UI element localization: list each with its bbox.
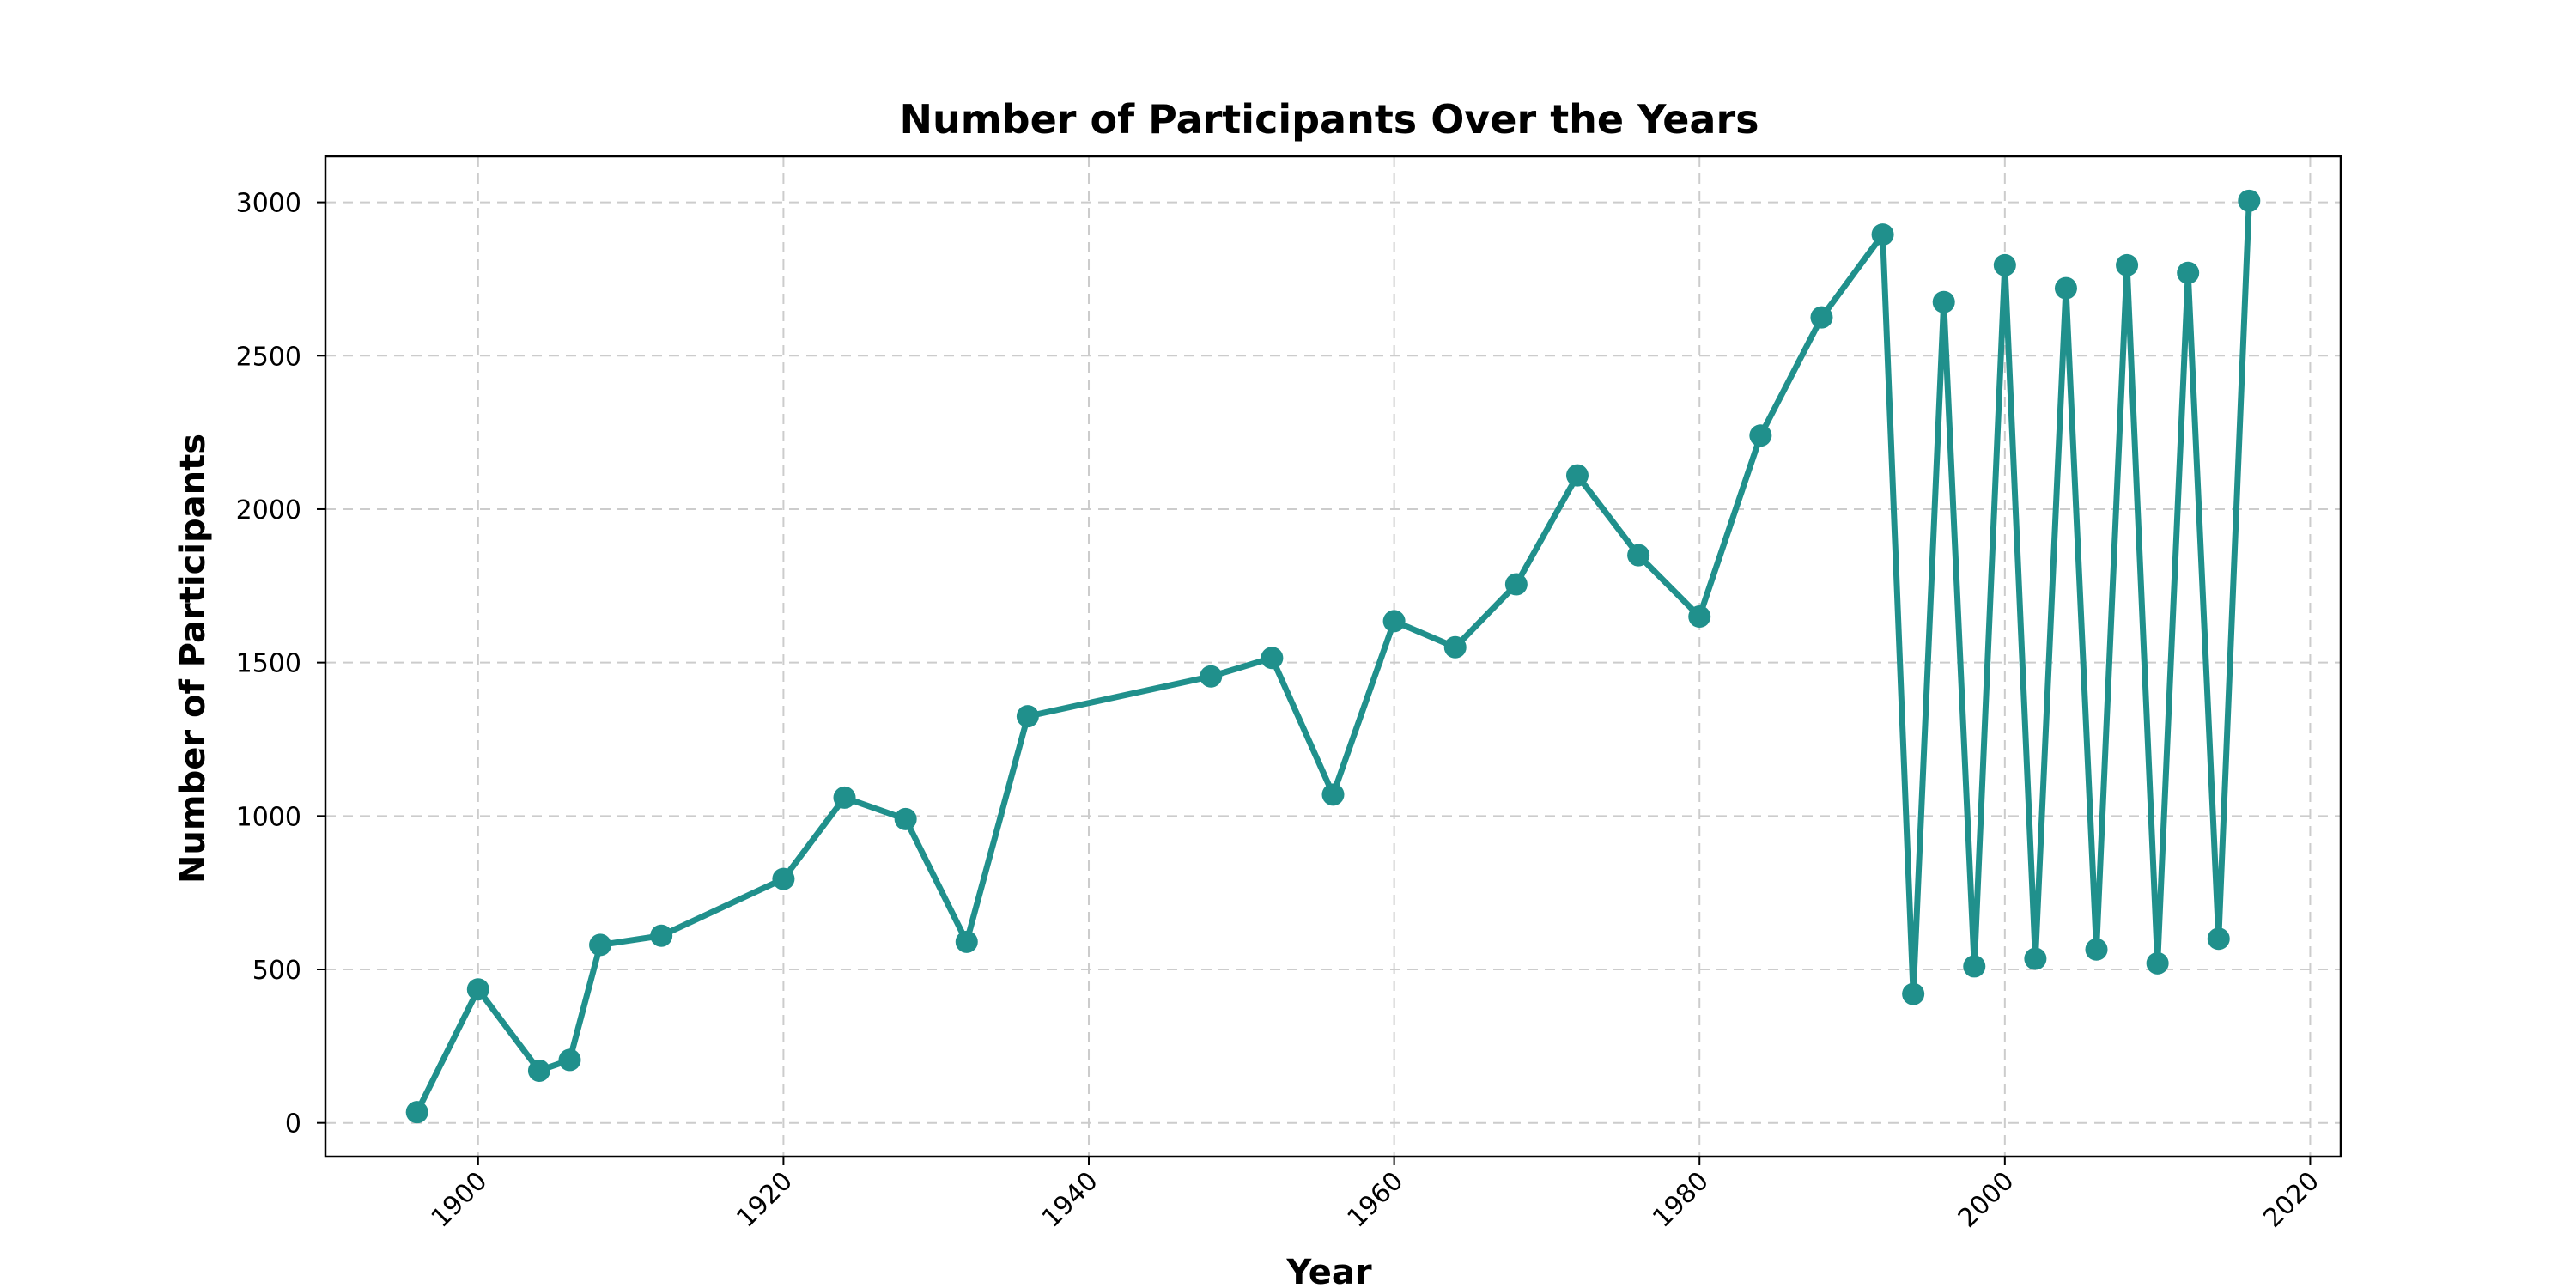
data-point: [1321, 783, 1345, 806]
data-point: [2146, 951, 2169, 975]
y-tick-label: 1000: [236, 802, 301, 832]
plot-frame: [324, 155, 2342, 1158]
data-point: [1565, 464, 1589, 487]
y-tick-label: 1500: [236, 649, 301, 679]
x-tick-label: 1980: [1647, 1166, 1715, 1234]
data-point: [558, 1048, 581, 1072]
data-point: [405, 1101, 428, 1124]
y-tick-label: 3000: [236, 189, 301, 219]
data-point: [2177, 261, 2200, 284]
data-point: [2207, 927, 2230, 951]
series-layer: [405, 189, 2261, 1124]
data-point: [1871, 223, 1894, 246]
data-point: [833, 786, 856, 809]
data-point: [1749, 424, 1772, 447]
data-point: [1902, 982, 1925, 1005]
data-point: [1443, 635, 1467, 659]
data-point: [1261, 647, 1284, 670]
data-point: [1504, 573, 1528, 596]
data-point: [1382, 610, 1406, 633]
data-point: [1993, 253, 2016, 276]
data-point: [1932, 290, 1955, 313]
x-tick-label: 1960: [1342, 1166, 1410, 1234]
chart-title: Number of Participants Over the Years: [899, 96, 1759, 143]
y-tick-label: 500: [252, 956, 301, 986]
data-point: [2085, 938, 2108, 961]
data-point: [650, 924, 673, 947]
data-point: [1200, 665, 1223, 688]
y-tick-label: 2500: [236, 342, 301, 372]
x-tick-label: 2000: [1953, 1166, 2020, 1234]
data-point: [772, 867, 795, 890]
data-point: [2054, 276, 2077, 300]
data-point: [1688, 605, 1711, 629]
data-point: [1627, 544, 1650, 567]
x-tick-label: 1920: [731, 1166, 799, 1234]
y-tick-label: 2000: [236, 495, 301, 526]
x-tick-label: 2020: [2257, 1166, 2325, 1234]
data-point: [589, 933, 612, 957]
y-axis-label: Number of Participants: [173, 434, 213, 884]
grid: [325, 156, 2341, 1157]
data-point: [2024, 947, 2047, 970]
x-tick-label: 1940: [1036, 1166, 1104, 1234]
data-point: [527, 1059, 550, 1082]
data-point: [1016, 705, 1039, 728]
data-point: [955, 930, 978, 953]
data-point: [466, 978, 489, 1001]
data-point: [1963, 955, 1986, 978]
y-tick-label: 0: [285, 1109, 301, 1139]
data-point: [2238, 189, 2261, 212]
data-point: [1810, 306, 1833, 329]
x-tick-label: 1900: [426, 1166, 494, 1234]
x-axis-label: Year: [1285, 1253, 1371, 1288]
data-point: [894, 807, 917, 830]
data-point: [2116, 253, 2139, 276]
